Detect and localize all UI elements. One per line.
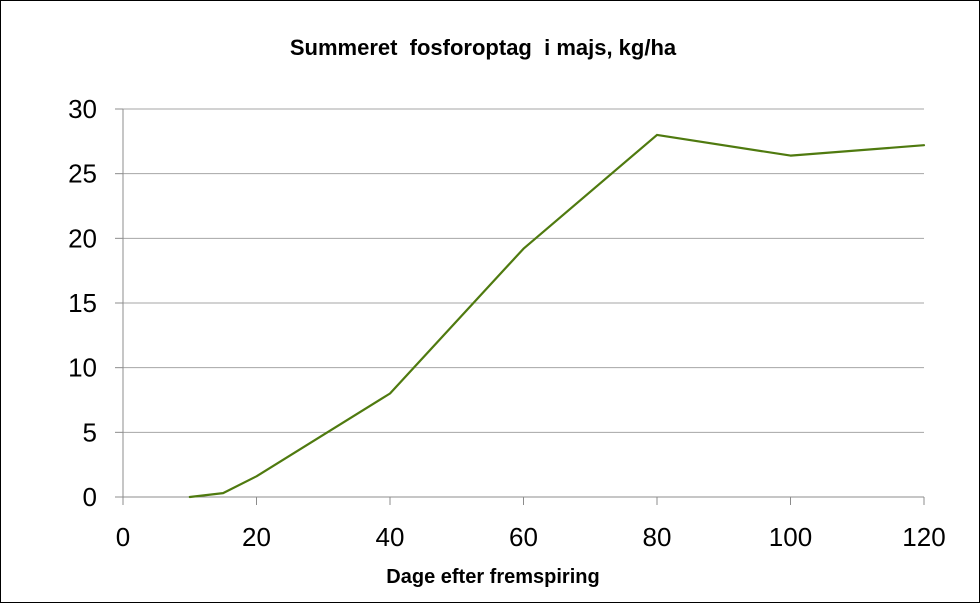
x-axis-label: Dage efter fremspiring	[386, 566, 599, 588]
series-group	[188, 133, 926, 499]
x-tick-label-60: 60	[509, 522, 538, 552]
x-tick-label-20: 20	[242, 522, 271, 552]
y-tick-label-20: 20	[68, 223, 97, 253]
y-tick-label-25: 25	[68, 159, 97, 189]
y-tick-label-30: 30	[68, 94, 97, 124]
x-tick-label-100: 100	[769, 522, 812, 552]
x-tick-label-120: 120	[902, 522, 945, 552]
x-tick-labels: 0 20 40 60 80 100 120	[116, 522, 946, 552]
y-tick-label-0: 0	[83, 482, 97, 512]
y-tick-label-5: 5	[83, 417, 97, 447]
y-tick-labels: 0 5 10 15 20 25 30	[68, 94, 97, 512]
y-tick-label-10: 10	[68, 353, 97, 383]
x-tick-label-0: 0	[116, 522, 130, 552]
x-tick-label-40: 40	[376, 522, 405, 552]
chart-title: Summeret fosforoptag i majs, kg/ha	[290, 35, 677, 60]
axes	[115, 108, 925, 505]
x-tick-label-80: 80	[643, 522, 672, 552]
gridlines	[123, 108, 924, 433]
series-line-0	[188, 133, 926, 499]
y-tick-label-15: 15	[68, 288, 97, 318]
